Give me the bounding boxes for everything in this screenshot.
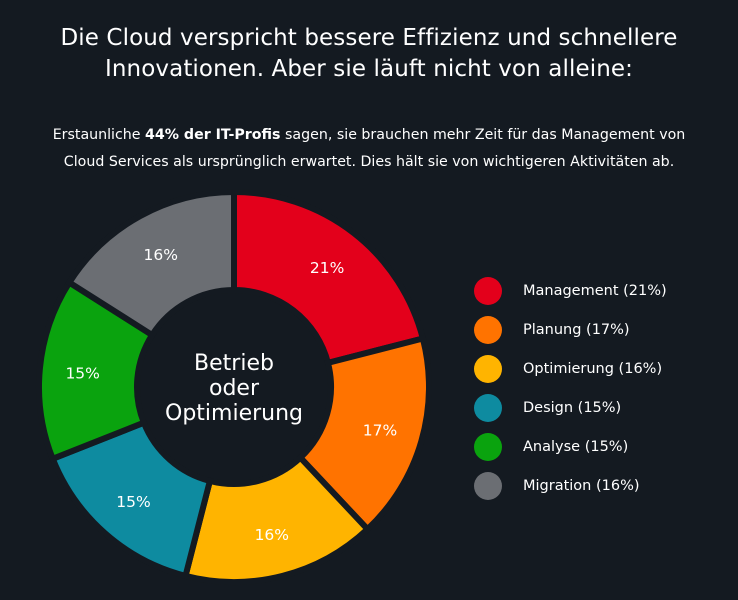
donut-slice-planung bbox=[296, 334, 432, 534]
slice-label-analyse: 15% bbox=[65, 365, 99, 383]
legend-swatch bbox=[474, 471, 502, 500]
legend-label: Migration (16%) bbox=[523, 477, 640, 494]
slice-label-optimierung: 16% bbox=[255, 526, 289, 544]
center-label-line-1: Betrieb bbox=[194, 351, 274, 376]
chart-legend: Management (21%) Planung (17%) Optimierung… bbox=[474, 271, 667, 505]
legend-swatch bbox=[474, 276, 502, 305]
slice-label-migration: 16% bbox=[144, 246, 178, 264]
legend-swatch bbox=[474, 393, 502, 422]
intro-text: Erstaunliche 44% der IT-Profis sagen, si… bbox=[14, 122, 724, 176]
intro-prefix: Erstaunliche bbox=[52, 127, 146, 144]
legend-label: Planung (17%) bbox=[523, 321, 630, 338]
donut-slice-optimierung bbox=[181, 453, 372, 585]
legend-label: Design (15%) bbox=[523, 399, 622, 416]
center-label-line-2: oder bbox=[209, 376, 260, 401]
intro-suffix: sagen, sie brauchen mehr Zeit für das Ma… bbox=[280, 127, 686, 144]
legend-label: Management (21%) bbox=[523, 282, 667, 299]
intro-line-1: Erstaunliche 44% der IT-Profis sagen, si… bbox=[14, 122, 724, 149]
legend-label: Analyse (15%) bbox=[523, 438, 629, 455]
center-label-line-3: Optimierung bbox=[165, 401, 303, 426]
legend-item-management: Management (21%) bbox=[474, 271, 667, 310]
headline-line-1: Die Cloud verspricht bessere Effizienz u… bbox=[60, 25, 678, 52]
slice-label-planung: 17% bbox=[363, 421, 397, 439]
headline-line-2: Innovationen. Aber sie läuft nicht von a… bbox=[105, 56, 633, 83]
legend-item-planung: Planung (17%) bbox=[474, 310, 667, 349]
slice-label-design: 15% bbox=[116, 493, 150, 511]
legend-item-design: Design (15%) bbox=[474, 388, 667, 427]
legend-label: Optimierung (16%) bbox=[523, 360, 663, 377]
donut-slice-migration bbox=[65, 188, 237, 340]
legend-swatch bbox=[474, 432, 502, 461]
legend-item-analyse: Analyse (15%) bbox=[474, 427, 667, 466]
legend-item-optimierung: Optimierung (16%) bbox=[474, 349, 667, 388]
headline: Die Cloud verspricht bessere Effizienz u… bbox=[0, 23, 738, 85]
intro-highlight: 44% der IT-Profis bbox=[145, 127, 281, 144]
slice-label-management: 21% bbox=[310, 259, 344, 277]
legend-swatch bbox=[474, 315, 502, 344]
legend-swatch bbox=[474, 354, 502, 383]
intro-line-2: Cloud Services als ursprünglich erwartet… bbox=[63, 154, 675, 171]
donut-slice-management bbox=[231, 188, 427, 367]
legend-item-migration: Migration (16%) bbox=[474, 466, 667, 505]
